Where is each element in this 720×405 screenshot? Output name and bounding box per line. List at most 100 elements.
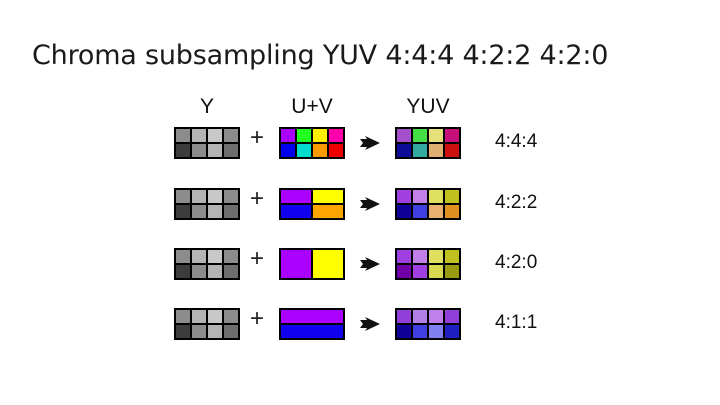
chroma-cell	[312, 249, 344, 279]
yuv-cell	[396, 264, 412, 279]
luma-cell	[207, 128, 223, 143]
luma-cell	[191, 143, 207, 158]
yuv-cell	[396, 324, 412, 339]
luma-cell	[223, 324, 239, 339]
subsampling-row: +4:1:1	[0, 305, 720, 342]
yuv-cell	[444, 309, 460, 324]
yuv-cell	[428, 128, 444, 143]
yuv-cell	[412, 189, 428, 204]
luma-cell	[207, 324, 223, 339]
luma-cell	[175, 309, 191, 324]
luma-cell	[191, 189, 207, 204]
plus-sign: +	[250, 124, 265, 151]
luma-cell	[191, 204, 207, 219]
header-uv: U+V	[291, 95, 333, 118]
luma-cell	[175, 324, 191, 339]
yuv-grid	[395, 308, 461, 340]
luma-cell	[223, 189, 239, 204]
yuv-cell	[412, 309, 428, 324]
yuv-cell	[444, 264, 460, 279]
chroma-cell	[328, 128, 344, 143]
yuv-cell	[412, 249, 428, 264]
luma-cell	[223, 128, 239, 143]
chroma-grid	[279, 127, 345, 159]
luma-cell	[207, 264, 223, 279]
yuv-cell	[396, 309, 412, 324]
arrow-right-icon	[360, 136, 380, 150]
luma-cell	[207, 249, 223, 264]
yuv-cell	[428, 249, 444, 264]
yuv-grid	[395, 127, 461, 159]
chroma-cell	[296, 128, 312, 143]
slide-title: Chroma subsampling YUV 4:4:4 4:2:2 4:2:0	[32, 40, 609, 71]
yuv-cell	[412, 204, 428, 219]
yuv-cell	[396, 143, 412, 158]
luma-cell	[175, 128, 191, 143]
luma-cell	[175, 204, 191, 219]
chroma-cell	[280, 189, 312, 204]
luma-grid	[174, 188, 240, 220]
yuv-cell	[396, 128, 412, 143]
chroma-cell	[312, 189, 344, 204]
chroma-cell	[296, 143, 312, 158]
yuv-cell	[444, 189, 460, 204]
luma-cell	[175, 249, 191, 264]
luma-cell	[223, 204, 239, 219]
header-y: Y	[199, 95, 215, 118]
yuv-cell	[412, 143, 428, 158]
subsampling-row: +4:4:4	[0, 124, 720, 161]
luma-cell	[223, 249, 239, 264]
yuv-cell	[444, 204, 460, 219]
yuv-cell	[428, 204, 444, 219]
yuv-cell	[412, 264, 428, 279]
luma-cell	[207, 189, 223, 204]
chroma-cell	[280, 204, 312, 219]
yuv-cell	[412, 128, 428, 143]
plus-sign: +	[250, 245, 265, 272]
luma-cell	[175, 189, 191, 204]
ratio-label: 4:4:4	[495, 131, 538, 152]
luma-cell	[223, 264, 239, 279]
luma-grid	[174, 248, 240, 280]
luma-grid	[174, 127, 240, 159]
yuv-cell	[396, 249, 412, 264]
chroma-grid	[279, 188, 345, 220]
yuv-grid	[395, 188, 461, 220]
chroma-cell	[312, 143, 328, 158]
chroma-cell	[280, 309, 344, 324]
luma-cell	[191, 249, 207, 264]
arrow-right-icon	[360, 257, 380, 271]
luma-cell	[191, 324, 207, 339]
yuv-cell	[444, 128, 460, 143]
ratio-label: 4:1:1	[495, 312, 538, 333]
yuv-cell	[396, 204, 412, 219]
chroma-cell	[312, 204, 344, 219]
luma-cell	[175, 264, 191, 279]
luma-cell	[207, 143, 223, 158]
yuv-cell	[444, 324, 460, 339]
luma-cell	[191, 309, 207, 324]
chroma-cell	[280, 143, 296, 158]
arrow-right-icon	[360, 197, 380, 211]
yuv-cell	[444, 249, 460, 264]
chroma-cell	[312, 128, 328, 143]
chroma-grid	[279, 248, 345, 280]
yuv-cell	[444, 143, 460, 158]
luma-cell	[207, 204, 223, 219]
ratio-label: 4:2:0	[495, 252, 538, 273]
yuv-cell	[428, 324, 444, 339]
yuv-cell	[412, 324, 428, 339]
yuv-cell	[428, 189, 444, 204]
luma-cell	[191, 128, 207, 143]
header-yuv: YUV	[406, 95, 450, 118]
chroma-cell	[328, 143, 344, 158]
luma-cell	[191, 264, 207, 279]
chroma-cell	[280, 324, 344, 339]
luma-grid	[174, 308, 240, 340]
luma-cell	[207, 309, 223, 324]
yuv-cell	[396, 189, 412, 204]
luma-cell	[175, 143, 191, 158]
luma-cell	[223, 143, 239, 158]
yuv-cell	[428, 264, 444, 279]
yuv-cell	[428, 309, 444, 324]
